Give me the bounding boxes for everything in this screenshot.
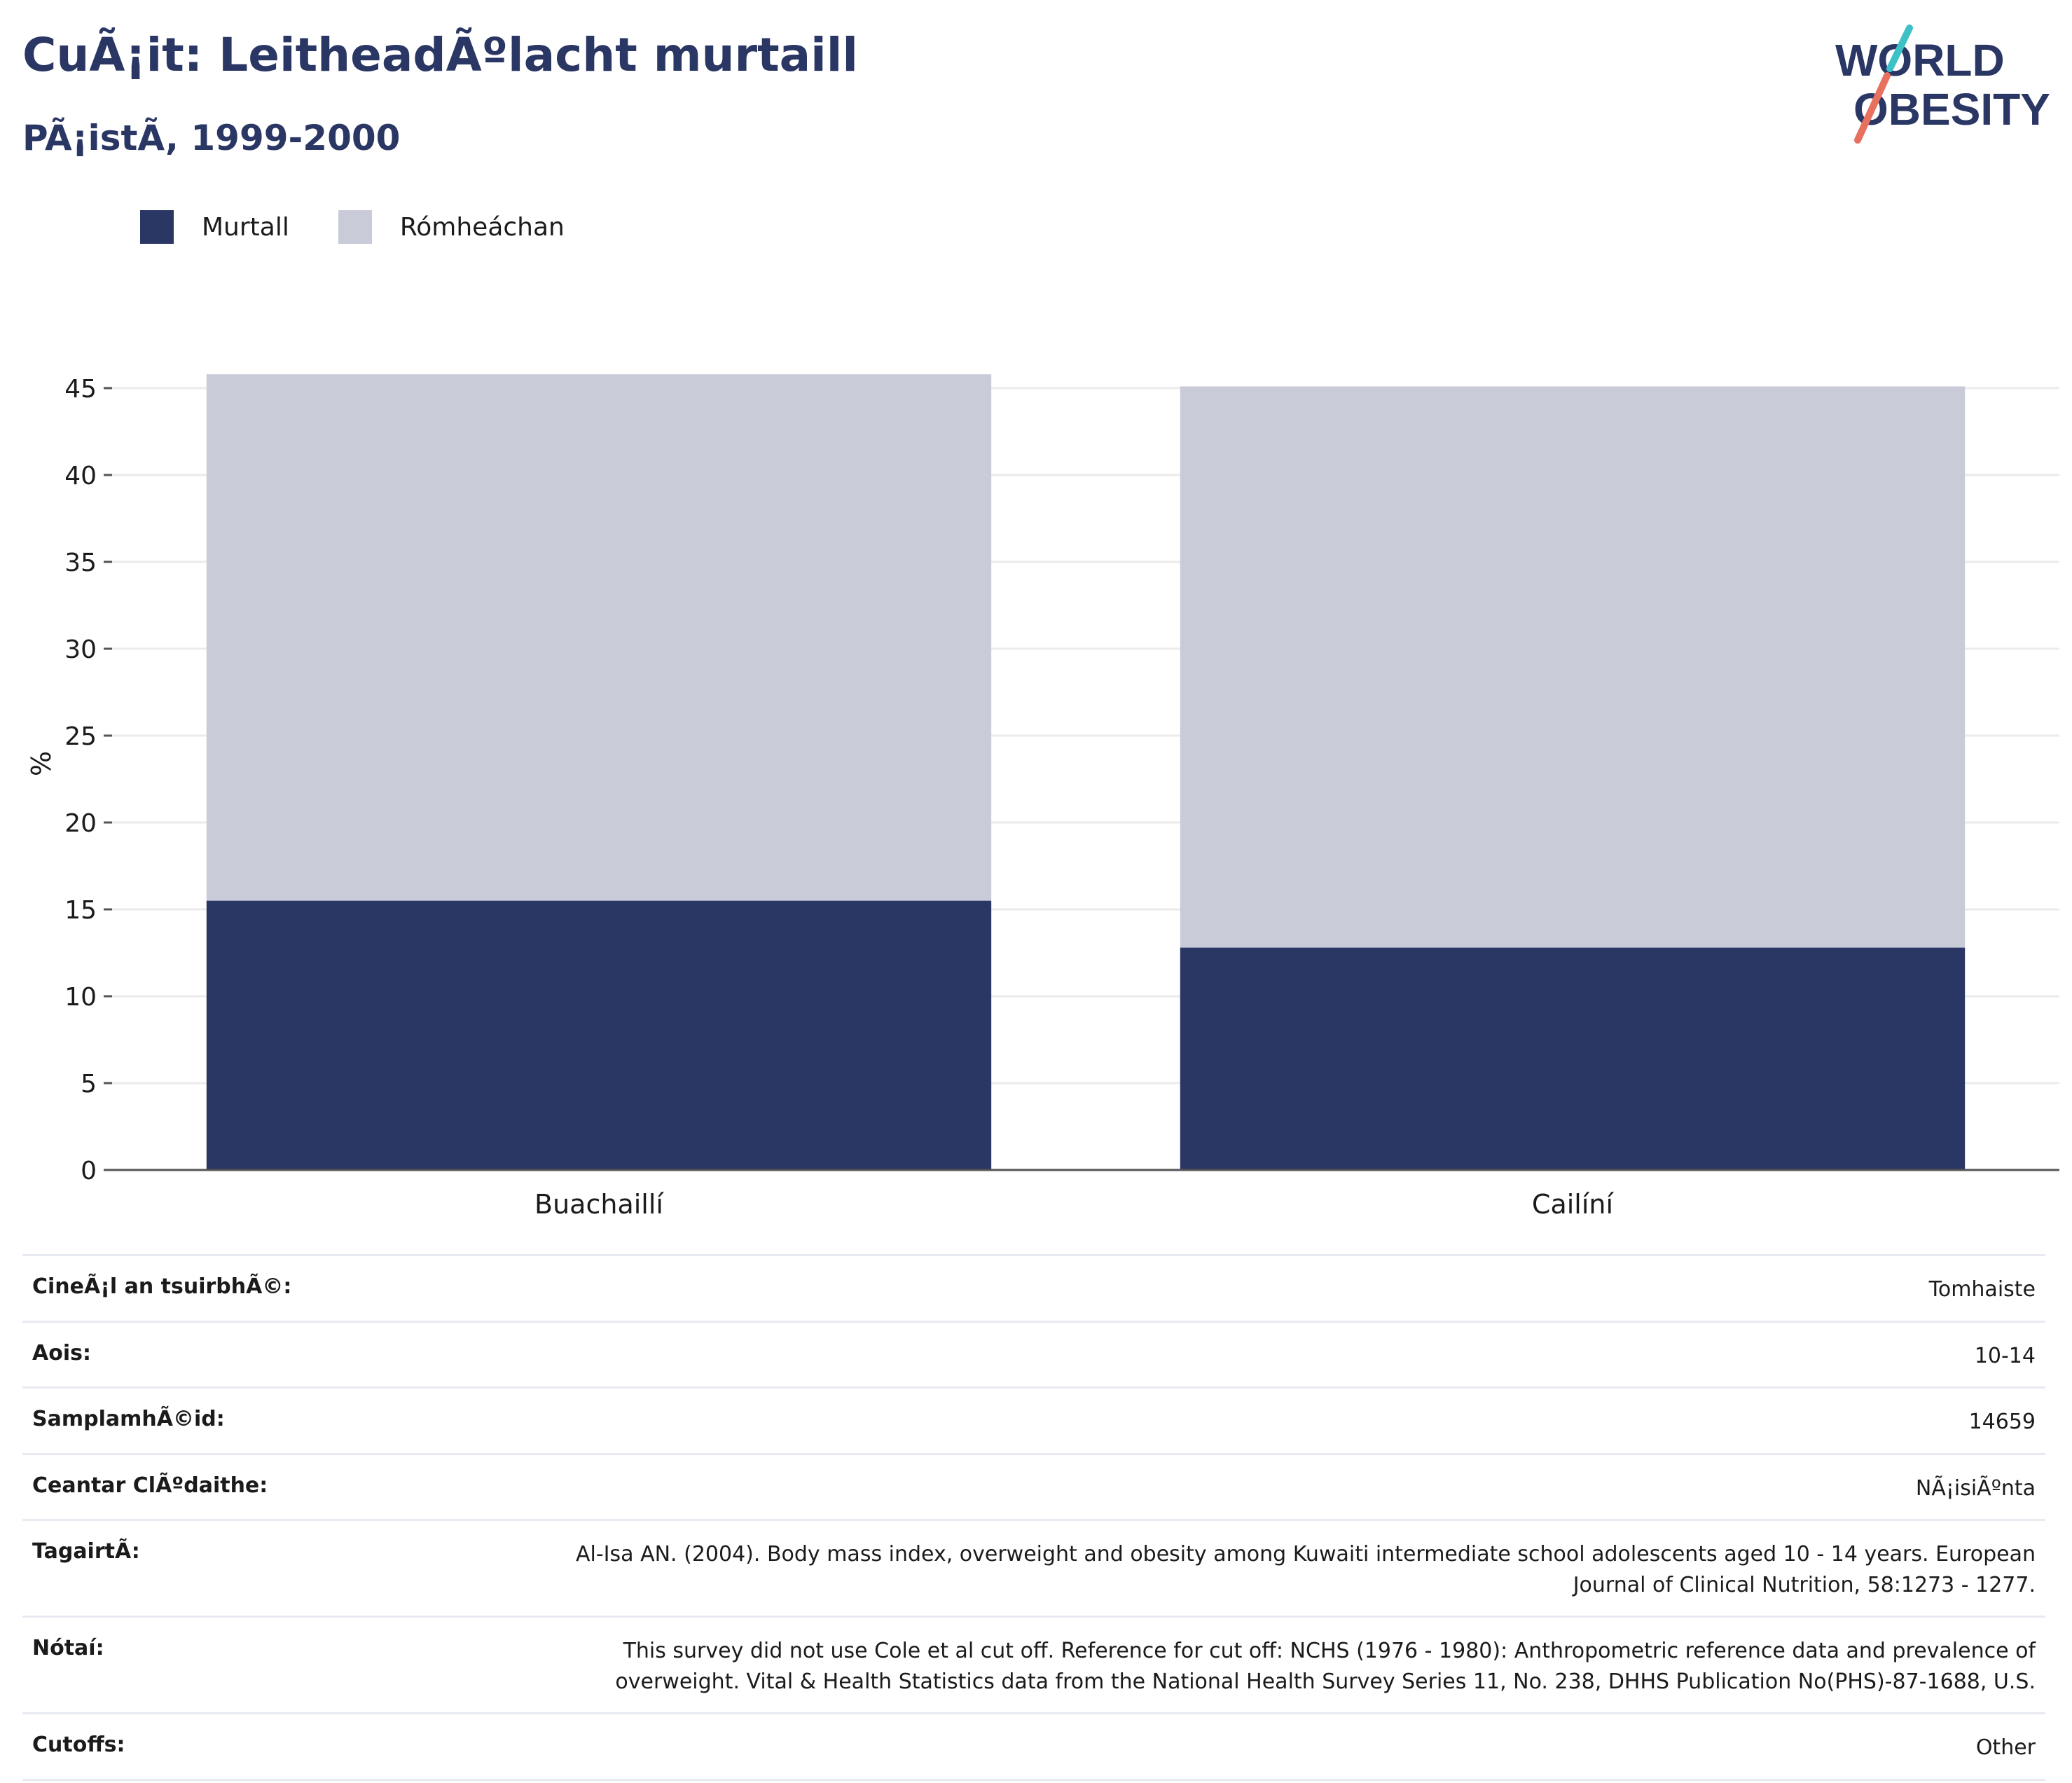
- legend-label-overweight: Rómheáchan: [399, 212, 565, 242]
- y-tick-label: 0: [81, 1157, 97, 1185]
- y-axis-label: %: [26, 751, 57, 776]
- legend-label-obese: Murtall: [202, 212, 289, 242]
- meta-label: Ceantar ClÃºdaithe:: [32, 1473, 268, 1498]
- y-tick-label: 15: [64, 896, 97, 925]
- meta-row-area-covered: Ceantar ClÃºdaithe: NÃ¡isiÃºnta: [22, 1452, 2045, 1520]
- chart-legend: Murtall Rómheáchan: [140, 207, 614, 247]
- y-tick-label: 10: [64, 983, 97, 1012]
- world-obesity-logo: WORLD OBESITY: [1835, 25, 2050, 144]
- y-tick-label: 45: [64, 375, 97, 404]
- meta-value: 10-14: [1974, 1343, 2036, 1368]
- meta-label: CineÃ¡l an tsuirbhÃ©:: [32, 1274, 292, 1299]
- bars: [206, 374, 1966, 1170]
- x-category-label: Cailíní: [1532, 1189, 1615, 1220]
- meta-label: Nótaí:: [32, 1636, 104, 1660]
- meta-row-sample-size: SamplamhÃ©id: 14659: [22, 1386, 2045, 1453]
- bar-overweight-1[interactable]: [1180, 386, 1966, 948]
- logo-slash-teal: [1886, 25, 1913, 72]
- x-category-labels: Buachaillí Cailíní: [534, 1189, 1614, 1220]
- stacked-bar-chart: % 0 5 10 15 20 25 30 35 40 45 Buachaillí Cailíní: [26, 374, 2059, 1220]
- logo-slash-coral: [1854, 72, 1891, 144]
- legend-item-overweight[interactable]: Rómheáchan: [338, 210, 565, 244]
- meta-value: This survey did not use Cole et al cut o…: [615, 1639, 2036, 1694]
- y-tick-label: 35: [64, 549, 97, 577]
- x-category-label: Buachaillí: [534, 1189, 664, 1220]
- legend-swatch-overweight: [338, 210, 372, 244]
- logo-line2: OBESITY: [1853, 84, 2050, 135]
- meta-value: NÃ¡isiÃºnta: [1915, 1475, 2036, 1501]
- meta-row-cutoffs: Cutoffs: Other: [22, 1712, 2045, 1781]
- bar-overweight-0[interactable]: [206, 374, 992, 901]
- legend-item-obese[interactable]: Murtall: [140, 210, 289, 244]
- meta-label: Aois:: [32, 1340, 91, 1365]
- bar-obese-1[interactable]: [1180, 947, 1966, 1170]
- logo-line1: WORLD: [1835, 35, 2005, 85]
- legend-swatch-obese: [140, 210, 174, 244]
- meta-value: Tomhaiste: [1928, 1277, 2036, 1302]
- meta-row-survey-type: CineÃ¡l an tsuirbhÃ©: Tomhaiste: [22, 1254, 2045, 1321]
- meta-label: SamplamhÃ©id:: [32, 1407, 225, 1431]
- meta-row-reference: TagairtÃ: Al-Isa AN. (2004). Body mass i…: [22, 1519, 2045, 1616]
- meta-row-age: Aois: 10-14: [22, 1320, 2045, 1387]
- chart-title: CuÃ¡it: LeitheadÃºlacht murtaill: [22, 28, 859, 82]
- meta-label: TagairtÃ:: [32, 1539, 140, 1564]
- meta-value: Other: [1975, 1735, 2036, 1760]
- y-tick-label: 20: [64, 809, 97, 838]
- survey-details: CineÃ¡l an tsuirbhÃ©: Tomhaiste Aois: 10…: [22, 1254, 2045, 1781]
- meta-value: Al-Isa AN. (2004). Body mass index, over…: [576, 1542, 2036, 1597]
- y-tick-label: 25: [64, 722, 97, 751]
- meta-row-notes: Nótaí: This survey did not use Cole et a…: [22, 1616, 2045, 1712]
- meta-value: 14659: [1968, 1410, 2036, 1434]
- y-tick-label: 30: [64, 635, 97, 664]
- meta-label: Cutoffs:: [32, 1733, 125, 1757]
- y-tick-label: 5: [81, 1070, 97, 1099]
- y-tick-label: 40: [64, 462, 97, 490]
- chart-subtitle: PÃ¡istÃ, 1999-2000: [22, 118, 401, 158]
- y-tick-labels: 0 5 10 15 20 25 30 35 40 45: [64, 375, 112, 1185]
- bar-obese-0[interactable]: [206, 900, 992, 1170]
